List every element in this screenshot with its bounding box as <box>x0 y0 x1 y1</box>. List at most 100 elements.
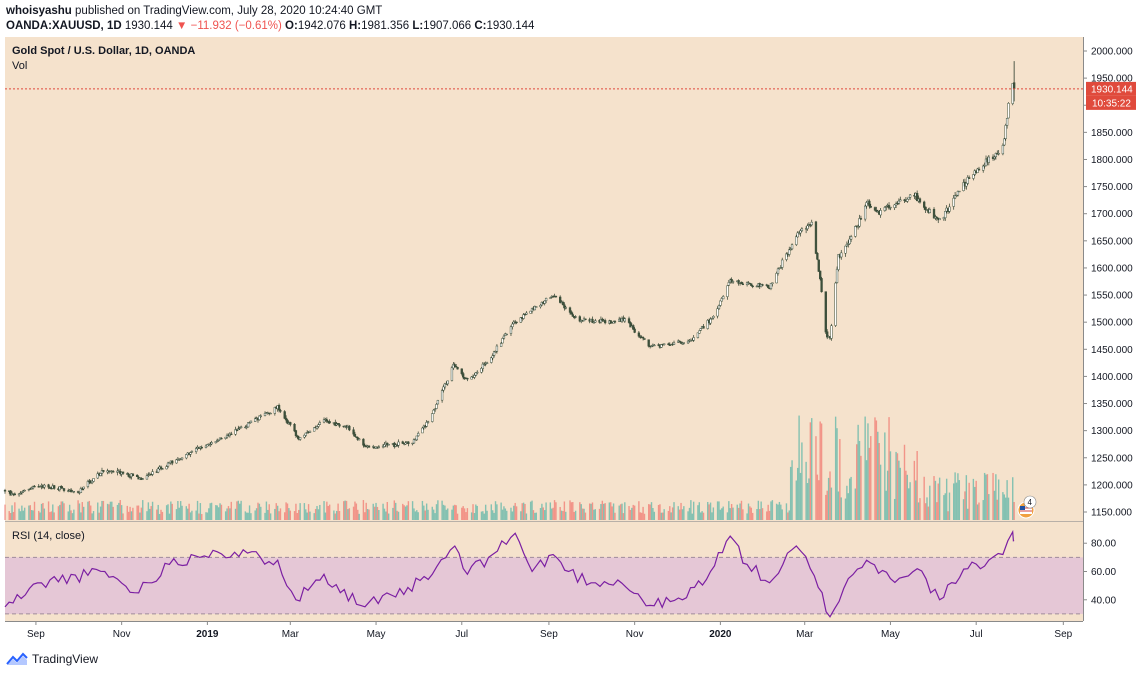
volume-bar <box>119 500 121 520</box>
chart-canvas[interactable]: 2000.0001950.0001900.0001850.0001800.000… <box>0 0 1140 650</box>
volume-bar <box>780 504 782 520</box>
candle-body <box>897 200 901 204</box>
candle-body <box>100 470 104 474</box>
volume-bar <box>344 500 346 520</box>
volume-bar <box>434 513 436 520</box>
candle-body <box>19 492 22 495</box>
candle-body <box>499 343 503 347</box>
candle-body <box>893 204 896 208</box>
candle-body <box>785 253 788 260</box>
rsi-axis[interactable]: 80.00 60.00 40.00 <box>1083 539 1116 607</box>
volume-bar <box>600 504 602 520</box>
candle-body <box>681 343 684 345</box>
price-axis[interactable]: 2000.0001950.0001900.0001850.0001800.000… <box>1083 37 1136 621</box>
volume-bar <box>916 451 918 520</box>
volume-bar <box>4 504 6 520</box>
volume-bar <box>982 500 984 520</box>
candle-body <box>660 344 663 348</box>
volume-bar <box>11 505 13 520</box>
volume-bar <box>357 509 359 520</box>
footer-brand[interactable]: TradingView <box>32 652 99 666</box>
volume-bar <box>926 497 928 520</box>
candle-body <box>30 488 33 490</box>
volume-bar <box>337 503 339 520</box>
volume-bar <box>542 507 544 520</box>
volume-bar <box>185 506 188 520</box>
volume-bar <box>441 500 443 520</box>
volume-bar <box>957 473 959 520</box>
candle-body <box>830 325 833 339</box>
candle-body <box>362 438 365 446</box>
volume-bar <box>29 505 31 520</box>
volume-bar <box>130 511 133 520</box>
volume-bar <box>327 505 329 520</box>
candle-body <box>99 473 102 476</box>
price-tick-label: 1550.000 <box>1091 291 1133 302</box>
candle-body <box>383 444 386 447</box>
volume-bar <box>444 505 446 520</box>
volume-bar <box>884 432 886 520</box>
candle-body <box>298 437 302 440</box>
candle-body <box>377 446 381 448</box>
volume-bar <box>274 508 276 520</box>
volume-bar <box>829 471 831 520</box>
candle-body <box>775 273 778 284</box>
volume-bar <box>650 502 653 520</box>
candle-body <box>462 373 465 378</box>
time-axis[interactable]: Sep Nov 2019 Mar May Jul Sep Nov 2020 Mar May Jul Se… <box>5 621 1083 640</box>
volume-bar <box>877 431 879 520</box>
volume-bar <box>544 510 546 520</box>
candle-body <box>76 491 80 493</box>
volume-bar <box>943 495 945 520</box>
time-tick-label: Sep <box>27 629 45 640</box>
last-candle-body <box>1012 82 1016 89</box>
volume-bar <box>167 504 169 520</box>
volume-bar <box>667 510 670 520</box>
candle-body <box>944 211 947 219</box>
candle-body <box>779 267 782 269</box>
volume-bar <box>701 511 703 520</box>
volume-bar <box>503 506 505 520</box>
volume-bar <box>118 502 120 520</box>
candle-body <box>20 491 24 494</box>
change-arrow-icon: ▼ <box>176 20 188 32</box>
volume-bar <box>289 510 292 520</box>
volume-bar <box>899 467 901 520</box>
volume-bar <box>541 503 543 520</box>
price-tick-label: 1500.000 <box>1091 318 1133 329</box>
events-flag-icon[interactable]: 4 <box>1017 495 1037 519</box>
author-name[interactable]: whoisyashu <box>6 5 72 17</box>
candle-body <box>474 372 477 376</box>
volume-bar <box>406 505 408 520</box>
countdown-badge <box>1086 95 1136 110</box>
candle-body <box>367 445 371 448</box>
volume-bar <box>756 509 758 520</box>
volume-bar <box>42 502 44 520</box>
volume-bar <box>196 500 199 520</box>
volume-bar <box>109 501 112 520</box>
volume-bar <box>496 504 498 520</box>
volume-bar <box>898 460 900 520</box>
volume-bar <box>307 504 310 520</box>
volume-bar <box>12 511 15 520</box>
volume-bar <box>886 470 889 520</box>
candle-body <box>761 284 764 286</box>
volume-bar <box>513 505 515 520</box>
candle-body <box>800 228 804 232</box>
volume-bar <box>974 486 976 520</box>
candle-body <box>906 198 909 202</box>
volume-bar <box>848 478 851 520</box>
countdown-label: 10:35:22 <box>1092 98 1131 109</box>
last-price-badge <box>1086 81 1136 96</box>
volume-bar <box>102 500 105 520</box>
volume-bar <box>347 509 349 520</box>
volume-bar <box>559 506 561 520</box>
candle-body <box>916 193 919 202</box>
volume-bar <box>768 510 771 520</box>
candle-body <box>966 177 969 184</box>
candle-body <box>355 436 358 438</box>
volume-bar <box>788 510 790 520</box>
candle-body <box>609 320 612 324</box>
candle-body <box>856 226 860 228</box>
candle-body <box>568 307 572 313</box>
